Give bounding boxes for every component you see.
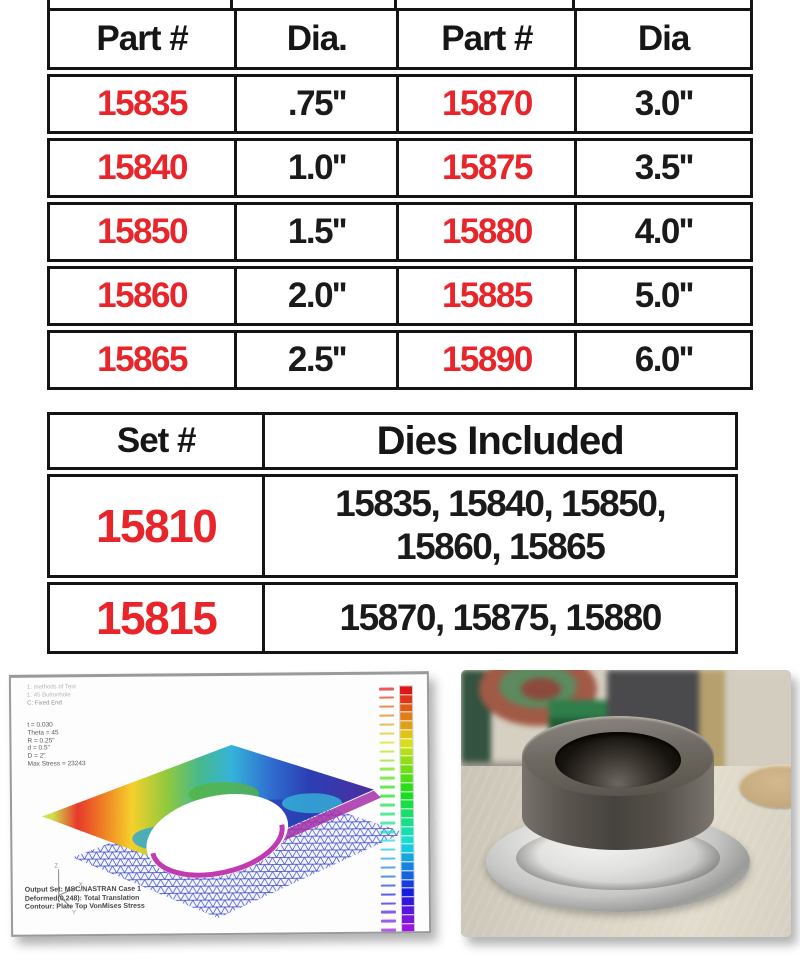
part-number-cell: 15860 xyxy=(97,276,188,315)
part-number-cell: 15890 xyxy=(396,333,574,387)
col-header-dia: Dia. xyxy=(234,11,396,67)
table-edge-stub xyxy=(750,0,753,8)
table-edge-stub xyxy=(394,0,397,8)
table-row: 15860 2.0'' 15885 5.0'' xyxy=(47,266,753,326)
dia-cell: 6.0'' xyxy=(574,333,750,387)
part-number-cell: 15850 xyxy=(97,212,188,251)
set-number-cell: 15810 xyxy=(95,500,218,552)
dia-cell: 2.0'' xyxy=(234,269,396,323)
dia-cell: 3.5'' xyxy=(574,141,750,195)
legend-tick-labels xyxy=(378,685,398,936)
table-row: 15815 15870, 15875, 15880 xyxy=(47,582,738,654)
sets-table: Set # Dies Included 15810 15835, 15840, … xyxy=(47,412,738,654)
legend-color-bar xyxy=(398,685,416,937)
col-header-set: Set # xyxy=(116,421,197,460)
col-header-part: Part # xyxy=(96,19,188,58)
die-product-photo xyxy=(461,670,791,937)
set-number-cell: 15815 xyxy=(95,592,218,644)
part-number-cell: 15875 xyxy=(396,141,574,195)
dia-cell: 3.0'' xyxy=(574,77,750,131)
dia-cell: 1.0'' xyxy=(234,141,396,195)
dies-line: 15860, 15865 xyxy=(396,526,606,567)
axis-label-y: Y xyxy=(72,910,76,916)
axis-label-x: X xyxy=(79,882,83,888)
dies-included-cell: 15870, 15875, 15880 xyxy=(262,585,735,651)
part-number-cell: 15870 xyxy=(396,77,574,131)
table-row: 15865 2.5'' 15890 6.0'' xyxy=(47,330,753,390)
fea-contour-plot: Z X Y xyxy=(42,744,405,919)
fea-caption: Output Set: MSC/NASTRAN Case 1 Deformed(… xyxy=(25,886,145,913)
dies-included-cell: 15835, 15840, 15850, 15860, 15865 xyxy=(262,477,735,575)
axis-label-z: Z xyxy=(55,863,59,869)
dia-cell: 2.5'' xyxy=(234,333,396,387)
part-number-cell: 15880 xyxy=(396,205,574,259)
sets-table-header-row: Set # Dies Included xyxy=(47,412,738,470)
part-number-cell: 15865 xyxy=(97,340,188,379)
parts-table: Part # Dia. Part # Dia 15835 .75'' 15870… xyxy=(47,0,753,390)
col-header-part: Part # xyxy=(396,11,574,67)
dia-cell: 5.0'' xyxy=(574,269,750,323)
table-row: 15835 .75'' 15870 3.0'' xyxy=(47,74,753,134)
dies-line: 15870, 15875, 15880 xyxy=(339,596,663,638)
part-number-cell: 15885 xyxy=(396,269,574,323)
col-header-dia: Dia xyxy=(574,11,750,67)
table-row: 15840 1.0'' 15875 3.5'' xyxy=(47,138,753,198)
dia-cell: 1.5'' xyxy=(234,205,396,259)
table-edge-stub xyxy=(230,0,233,8)
dia-cell: 4.0'' xyxy=(574,205,750,259)
dies-line: 15835, 15840, 15850, xyxy=(335,483,667,525)
hole xyxy=(146,793,289,879)
part-number-cell: 15840 xyxy=(97,148,188,187)
axis-triad-icon xyxy=(58,869,77,908)
table-row: 15810 15835, 15840, 15850, 15860, 15865 xyxy=(47,474,738,578)
fea-simulation-image: 1: methods of Test 1: 45 Buttonhole C: F… xyxy=(8,671,432,937)
parts-table-header-row: Part # Dia. Part # Dia xyxy=(47,8,753,70)
part-number-cell: 15835 xyxy=(97,84,188,123)
table-edge-stub xyxy=(572,0,575,8)
die-bore-hole xyxy=(555,732,681,788)
table-edge-stub xyxy=(47,0,50,8)
dia-cell: .75'' xyxy=(234,77,396,131)
fea-caption-line: Contour: Plate Top VonMises Stress xyxy=(24,902,145,911)
col-header-dies: Dies Included xyxy=(262,415,735,467)
table-row: 15850 1.5'' 15880 4.0'' xyxy=(47,202,753,262)
stress-legend xyxy=(378,685,416,937)
